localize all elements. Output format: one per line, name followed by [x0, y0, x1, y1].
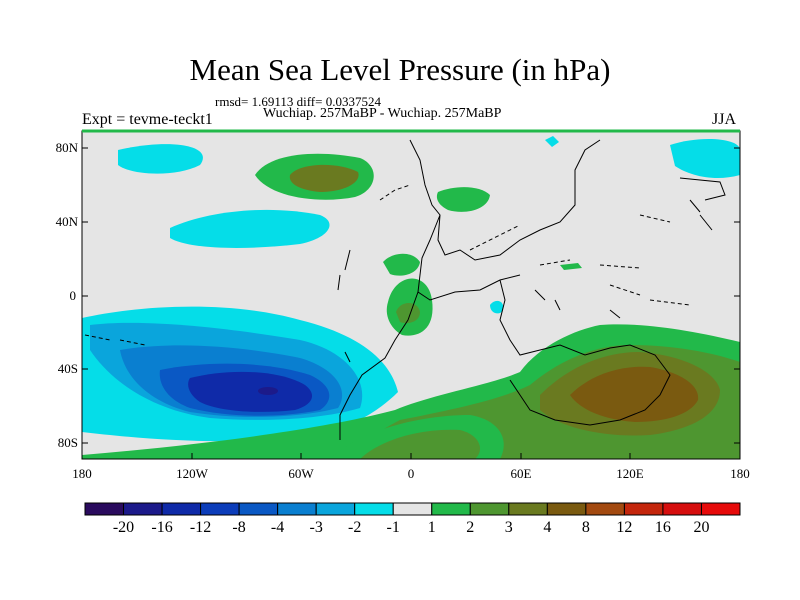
contour-green-europe — [436, 187, 490, 212]
colorbar-label: 2 — [466, 519, 475, 536]
xtick-label-120e: 120E — [616, 466, 644, 481]
colorbar-cell — [508, 502, 548, 516]
colorbar-label: 20 — [693, 519, 710, 536]
map-field — [82, 131, 740, 459]
stats-line: rmsd= 1.69113 diff= 0.0337524 — [215, 94, 381, 109]
colorbar-cell — [546, 502, 587, 516]
colorbar-label: -20 — [112, 519, 135, 536]
colorbar-label: -12 — [189, 519, 212, 536]
colorbar-label: -16 — [151, 519, 173, 536]
comparison-label: Wuchiap. 257MaBP - Wuchiap. 257MaBP — [263, 106, 502, 121]
colorbar-cell — [585, 502, 625, 516]
ytick-label-40s: 40S — [57, 361, 78, 376]
colorbar-label: -3 — [309, 519, 323, 536]
colorbar-cell — [392, 502, 433, 516]
colorbar-label: 8 — [581, 519, 590, 536]
contour-cyan-north-pacific-b — [170, 209, 330, 248]
ytick-label-40n: 40N — [55, 214, 78, 229]
ytick-label-80s: 80S — [57, 435, 78, 450]
contour-darkbrown-south-main — [570, 366, 699, 422]
season-label: JJA — [712, 111, 737, 128]
contour-cyan-north-blob — [545, 136, 559, 147]
colorbar-cell — [431, 502, 471, 516]
contour-olive-tethys — [396, 303, 420, 324]
colorbar — [84, 502, 741, 516]
colorbar-cell — [354, 502, 394, 516]
contour-cyan-east-asia — [670, 138, 740, 179]
contour-blue-minus12 — [188, 371, 313, 412]
contour-cyan-north-pacific-a — [118, 144, 203, 174]
xtick-label-60e: 60E — [510, 466, 532, 481]
axis-ticks — [82, 147, 740, 459]
xtick-label-120w: 120W — [176, 466, 208, 481]
colorbar-cell — [623, 502, 664, 516]
coastline-pangaea — [339, 139, 671, 440]
chart-title: Mean Sea Level Pressure (in hPa) — [189, 52, 611, 87]
colorbar-cell — [662, 502, 702, 516]
colorbar-cell — [123, 502, 163, 516]
colorbar-label: -4 — [270, 519, 285, 536]
contour-green-tethys-a — [383, 253, 420, 276]
contour-olive-south-atlantic — [360, 429, 480, 459]
contour-green-east — [560, 263, 582, 270]
xtick-label-180e: 180 — [730, 466, 750, 481]
colorbar-cell — [84, 502, 125, 516]
xtick-label-180w: 180 — [72, 466, 92, 481]
colorbar-label: -8 — [232, 519, 246, 536]
colorbar-label: 4 — [543, 519, 552, 536]
experiment-label: Expt = tevme-teckt1 — [82, 111, 213, 128]
colorbar-label: -1 — [386, 519, 400, 536]
colorbar-label: 1 — [427, 519, 436, 536]
ytick-label-0: 0 — [69, 288, 77, 303]
contour-olive-north-atlantic — [289, 164, 359, 192]
colorbar-cell — [700, 502, 741, 516]
colorbar-cell — [161, 502, 202, 516]
colorbar-cell — [200, 502, 240, 516]
xtick-label-60w: 60W — [288, 466, 314, 481]
colorbar-label: 12 — [616, 519, 633, 536]
contour-cyan-arabia — [490, 300, 504, 314]
ytick-label-80n: 80N — [55, 140, 78, 155]
coastline-islands — [337, 177, 726, 363]
colorbar-cell — [315, 502, 356, 516]
colorbar-cell — [277, 502, 317, 516]
xtick-label-0: 0 — [407, 466, 415, 481]
colorbar-cell — [238, 502, 279, 516]
coastline-dashed — [84, 184, 691, 346]
colorbar-cell — [469, 502, 510, 516]
contour-blue-minus16 — [258, 387, 278, 395]
colorbar-label: 16 — [654, 519, 671, 536]
colorbar-label: 3 — [504, 519, 513, 536]
colorbar-label: -2 — [348, 519, 362, 536]
